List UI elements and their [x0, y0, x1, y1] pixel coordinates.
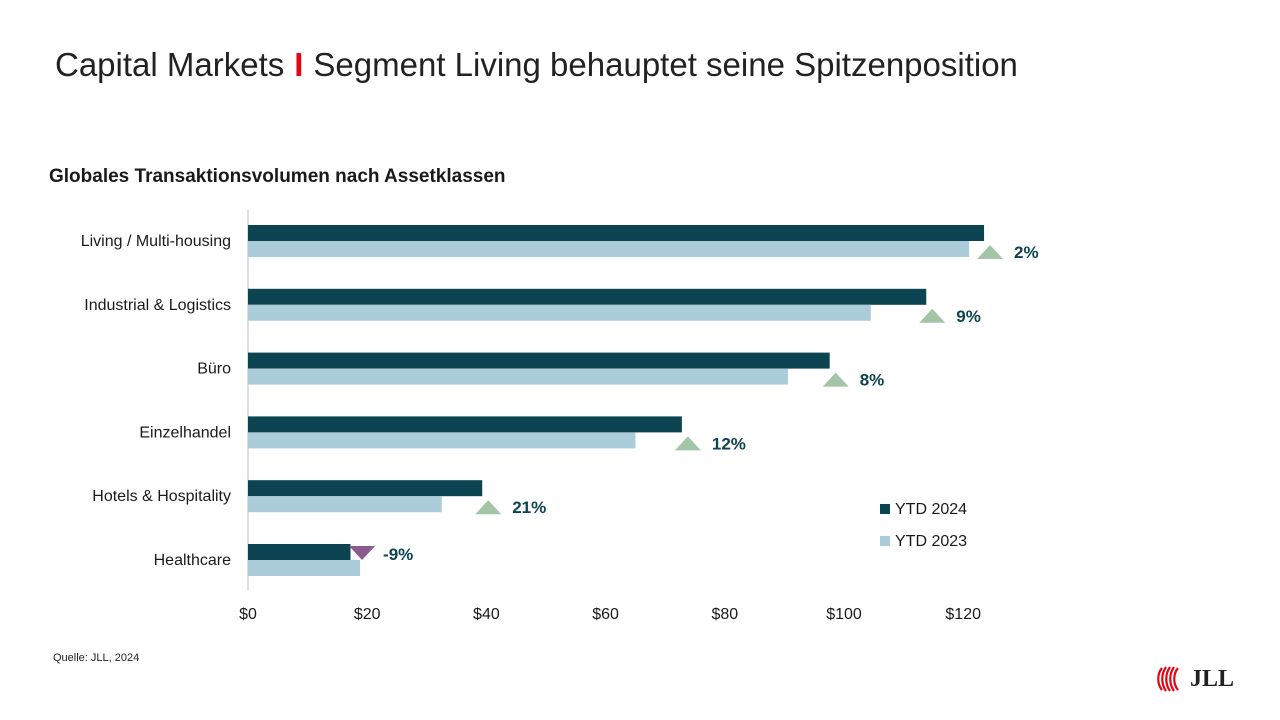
bar-ytd-2023	[248, 241, 970, 257]
bar-ytd-2023	[248, 368, 788, 385]
change-label: 8%	[860, 371, 885, 390]
legend-label: YTD 2023	[895, 533, 967, 550]
category-label: Healthcare	[154, 552, 231, 569]
title-separator: I	[294, 46, 304, 83]
bar-ytd-2023	[248, 560, 361, 576]
title-part2: Segment Living behauptet seine Spitzenpo…	[313, 46, 1018, 83]
legend-label: YTD 2024	[895, 501, 967, 518]
x-tick-label: $20	[354, 606, 381, 623]
bar-ytd-2023	[248, 304, 871, 321]
change-down-marker	[349, 546, 376, 560]
category-label: Büro	[197, 361, 231, 378]
bar-ytd-2024	[248, 480, 483, 497]
change-label: -9%	[383, 545, 413, 564]
bar-ytd-2024	[248, 416, 682, 433]
x-tick-label: $80	[711, 606, 738, 623]
x-tick-label: $120	[945, 606, 981, 623]
jll-logo-text: JLL	[1190, 665, 1235, 692]
jll-logo: JLL	[1156, 664, 1234, 694]
change-up-marker	[977, 245, 1004, 259]
slide-title: Capital Markets I Segment Living behauptet…	[55, 46, 1018, 84]
bar-ytd-2024	[248, 225, 985, 241]
chart-title: Globales Transaktionsvolumen nach Assetk…	[49, 166, 506, 187]
source-note: Quelle: JLL, 2024	[53, 652, 140, 664]
change-up-marker	[822, 372, 849, 387]
category-label: Hotels & Hospitality	[92, 488, 231, 505]
x-tick-label: $0	[239, 606, 257, 623]
change-label: 12%	[712, 434, 746, 453]
change-label: 9%	[956, 307, 981, 326]
category-label: Industrial & Logistics	[84, 297, 231, 314]
legend-swatch	[880, 536, 890, 546]
category-label: Living / Multi-housing	[81, 233, 231, 250]
x-tick-label: $100	[826, 606, 862, 623]
title-part1: Capital Markets	[55, 46, 285, 83]
bar-chart: Living / Multi-housing 2% Industrial & Log…	[81, 210, 1039, 623]
change-up-marker	[475, 500, 502, 515]
legend-swatch	[880, 504, 890, 514]
change-up-marker	[674, 436, 701, 451]
bar-ytd-2024	[248, 288, 927, 305]
change-up-marker	[919, 308, 946, 323]
change-label: 2%	[1014, 243, 1039, 262]
category-label: Einzelhandel	[139, 424, 231, 441]
bar-ytd-2024	[248, 352, 830, 369]
change-label: 21%	[512, 498, 546, 517]
x-tick-label: $60	[592, 606, 619, 623]
bar-ytd-2023	[248, 496, 442, 513]
bar-ytd-2023	[248, 432, 636, 449]
jll-logo-icon	[1157, 666, 1179, 692]
x-tick-label: $40	[473, 606, 500, 623]
bar-ytd-2024	[248, 544, 351, 560]
